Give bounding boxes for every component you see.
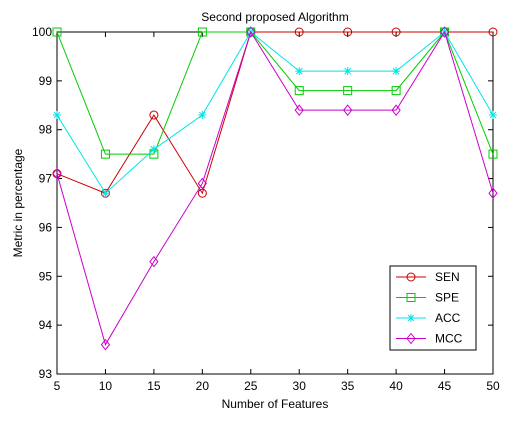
series-line-mcc [56, 30, 494, 346]
data-point-sen [294, 27, 304, 37]
data-point-mcc [343, 104, 353, 116]
data-point-acc [53, 111, 61, 120]
data-point-spe [197, 27, 207, 37]
legend-marker-sen [406, 272, 416, 282]
data-point-mcc [294, 104, 304, 116]
y-tick-label: 94 [39, 318, 53, 332]
data-point-sen [343, 27, 353, 37]
data-point-sen [391, 27, 401, 37]
data-point-acc [295, 67, 304, 76]
x-tick-label: 20 [196, 379, 210, 393]
legend-entry-sen: SEN [396, 270, 460, 284]
data-point-mcc [197, 177, 207, 190]
data-point-acc [101, 189, 110, 198]
data-point-spe [391, 86, 401, 96]
legend-entry-acc: ACC [396, 311, 461, 325]
x-tick-label: 45 [438, 379, 452, 393]
data-point-mcc [488, 187, 498, 200]
x-tick-label: 40 [389, 379, 403, 393]
x-tick-label: 15 [147, 379, 161, 393]
data-point-mcc [100, 338, 111, 351]
x-tick-label: 25 [244, 379, 258, 393]
y-tick-label: 96 [39, 220, 53, 234]
axis-ticks: 5 10 15 20 25 30 35 40 45 50 93 94 95 96 97 98 99 100 [32, 25, 500, 393]
y-tick-label: 95 [39, 269, 53, 283]
x-tick-label: 5 [54, 379, 61, 393]
legend-marker-acc [407, 314, 415, 322]
data-point-mcc [246, 26, 256, 38]
y-axis-label: Metric in percentage [11, 148, 25, 257]
legend-entry-spe: SPE [396, 291, 459, 305]
data-point-spe [488, 149, 498, 159]
data-point-acc [198, 111, 207, 120]
legend-label-sen: SEN [435, 270, 460, 284]
series-line-acc [56, 31, 494, 195]
data-point-acc [343, 67, 352, 76]
chart-title: Second proposed Algorithm [201, 10, 348, 24]
data-point-spe [294, 86, 304, 96]
series-mcc [52, 26, 498, 351]
data-point-mcc [149, 255, 159, 268]
legend-label-spe: SPE [435, 291, 459, 305]
data-point-spe [343, 86, 353, 96]
y-tick-label: 93 [39, 367, 53, 381]
x-axis-label: Number of Features [222, 397, 329, 411]
data-point-sen [149, 110, 159, 120]
data-point-acc [149, 145, 158, 154]
y-tick-label: 97 [39, 172, 53, 186]
data-point-acc [489, 111, 497, 120]
legend-box [389, 265, 477, 351]
data-point-mcc [391, 104, 401, 116]
legend-entry-mcc: MCC [396, 332, 463, 346]
data-point-mcc [439, 26, 450, 38]
x-tick-label: 35 [341, 379, 355, 393]
series-line-spe [56, 31, 494, 155]
x-tick-label: 30 [293, 379, 307, 393]
legend: SEN SPE ACC MCC [389, 265, 477, 351]
data-point-mcc [52, 167, 62, 180]
data-point-acc [392, 67, 401, 76]
data-point-sen [488, 27, 498, 37]
y-tick-label: 98 [39, 123, 53, 137]
data-point-spe [52, 27, 62, 37]
data-point-spe [100, 149, 110, 159]
legend-marker-spe [406, 293, 416, 302]
x-tick-label: 50 [486, 379, 500, 393]
legend-label-mcc: MCC [435, 332, 463, 346]
x-tick-label: 10 [99, 379, 113, 393]
legend-label-acc: ACC [435, 311, 461, 325]
y-tick-label: 99 [39, 74, 53, 88]
legend-marker-mcc [406, 332, 416, 345]
series-layer [52, 26, 498, 351]
y-tick-label: 100 [32, 25, 52, 39]
